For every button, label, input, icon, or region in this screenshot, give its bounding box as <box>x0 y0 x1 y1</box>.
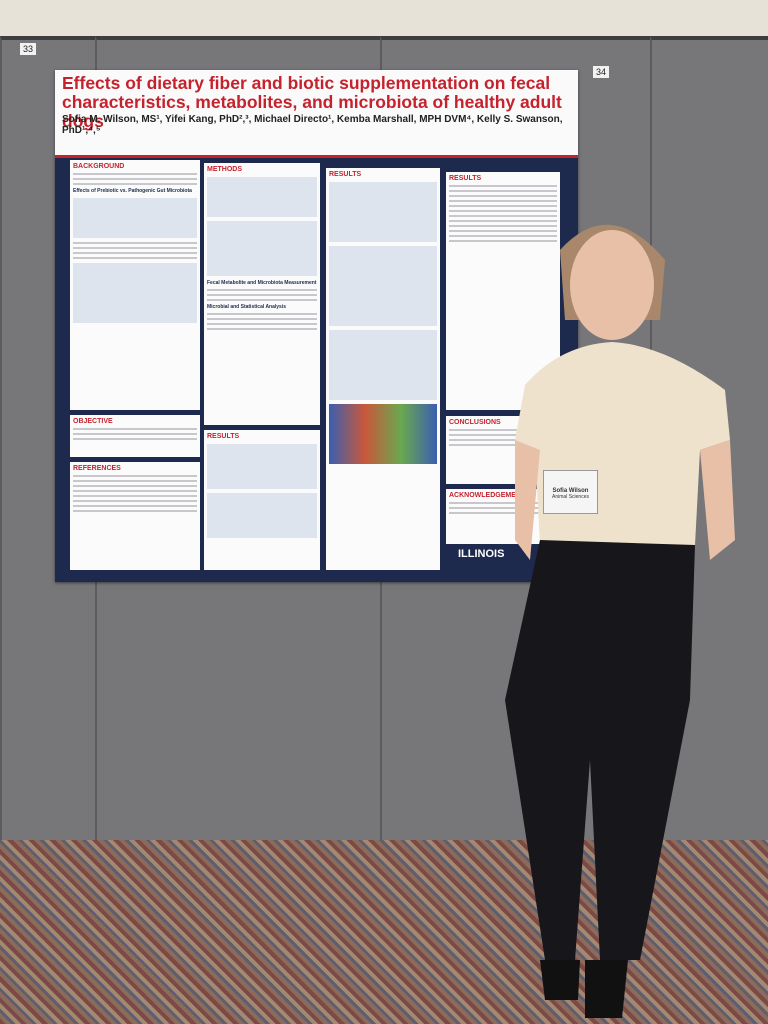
poster-authors: Sofia M. Wilson, MS¹, Yifei Kang, PhD²,³… <box>62 114 563 136</box>
section-heading: METHODS <box>207 166 242 173</box>
face <box>570 230 654 340</box>
subheading: Fecal Metabolite and Microbiota Measurem… <box>207 280 317 286</box>
section-heading: CONCLUSIONS <box>449 419 501 426</box>
wall <box>0 0 768 40</box>
poster-title: Effects of dietary fiber and biotic supp… <box>62 73 562 131</box>
arms <box>515 440 735 560</box>
panel: RESULTS <box>326 168 440 570</box>
section-heading: ACKNOWLEDGEMENTS <box>449 492 530 499</box>
badge-department: Animal Sciences <box>552 494 589 500</box>
booth-number: 34 <box>593 66 610 78</box>
shoes <box>540 960 628 1018</box>
panel: RESULTS <box>204 430 320 570</box>
badge-name: Sofia Wilson <box>552 488 589 494</box>
subheading: Microbial and Statistical Analysis <box>207 304 287 310</box>
panel: REFERENCES <box>70 462 200 570</box>
section-heading: RESULTS <box>207 433 240 440</box>
section-heading: RESULTS <box>449 175 482 182</box>
top <box>515 342 730 545</box>
panel: METHODS Fecal Metabolite and Microbiota … <box>204 163 320 425</box>
section-heading: OBJECTIVE <box>73 418 113 425</box>
title-band <box>55 70 578 158</box>
panel: OBJECTIVE <box>70 415 200 457</box>
name-badge: Sofia Wilson Animal Sciences <box>543 470 598 514</box>
panel: BACKGROUND Effects of Prebiotic vs. Path… <box>70 160 200 410</box>
section-heading: RESULTS <box>329 171 362 178</box>
subheading: Effects of Prebiotic vs. Pathogenic Gut … <box>73 188 192 194</box>
booth-number: 33 <box>20 43 37 55</box>
logo: ILLINOIS <box>458 548 505 560</box>
section-heading: REFERENCES <box>73 465 121 472</box>
trousers <box>505 540 695 960</box>
section-heading: BACKGROUND <box>73 163 125 170</box>
